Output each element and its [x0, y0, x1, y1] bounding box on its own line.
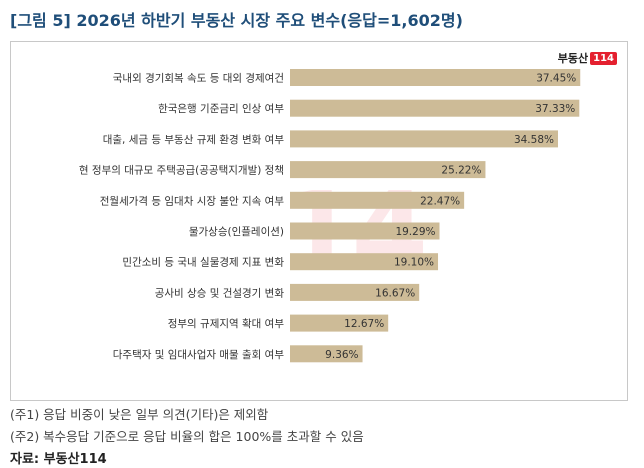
chart-title: [그림 5] 2026년 하반기 부동산 시장 주요 변수(응답=1,602명): [10, 11, 463, 30]
bar: [290, 314, 389, 332]
bar: [290, 191, 465, 209]
value-label: 12.67%: [344, 318, 384, 330]
logo-badge: 114: [590, 51, 617, 65]
category-label: 민간소비 등 국내 실물경제 지표 변화: [122, 256, 284, 269]
value-label: 19.10%: [394, 257, 434, 269]
category-label: 한국은행 기준금리 인상 여부: [158, 103, 284, 115]
bar: [290, 283, 420, 301]
value-label: 19.29%: [395, 226, 435, 238]
value-label: 34.58%: [514, 134, 554, 146]
category-label: 물가상승(인플레이션): [189, 226, 284, 238]
category-label: 정부의 규제지역 확대 여부: [168, 317, 285, 330]
bar: [290, 222, 440, 240]
logo-text: 부동산: [557, 52, 589, 65]
category-label: 대출, 세금 등 부동산 규제 환경 변화 여부: [103, 133, 285, 146]
category-label: 공사비 상승 및 건설경기 변화: [155, 286, 285, 299]
category-label: 국내외 경기회복 속도 등 대외 경제여건: [113, 72, 284, 85]
bar: [290, 130, 558, 148]
category-label: 현 정부의 대규모 주택공급(공공택지개발) 정책: [79, 165, 284, 177]
bar: [290, 99, 580, 117]
value-label: 16.67%: [375, 287, 415, 299]
bar: [290, 69, 581, 86]
bar-chart: 국내외 경기회복 속도 등 대외 경제여건 37.45% 한국은행 기준금리 인상 …: [79, 69, 581, 363]
footnote-1: (주1) 응답 비중이 낮은 일부 의견(기타)은 제외함: [10, 407, 269, 422]
category-label: 전월세가격 등 임대차 시장 불안 지속 여부: [100, 194, 285, 207]
chart-panel: 부동산 114 14 국내외 경기회복 속도 등 대외 경제여건 37.45% 한국…: [10, 41, 628, 401]
bar: [290, 253, 439, 271]
value-label: 37.33%: [535, 103, 575, 115]
brand-logo: 부동산 114: [558, 50, 617, 66]
source-label: 자료: 부동산114: [10, 452, 107, 467]
bar: [290, 345, 363, 363]
value-label: 25.22%: [441, 165, 481, 177]
bar: [290, 161, 486, 179]
value-label: 37.45%: [536, 73, 576, 85]
value-label: 9.36%: [325, 349, 358, 361]
value-label: 22.47%: [420, 195, 460, 207]
category-label: 다주택자 및 임대사업자 매물 출회 여부: [113, 348, 285, 361]
footnote-2: (주2) 복수응답 기준으로 응답 비율의 합은 100%를 초과할 수 있음: [10, 429, 364, 444]
